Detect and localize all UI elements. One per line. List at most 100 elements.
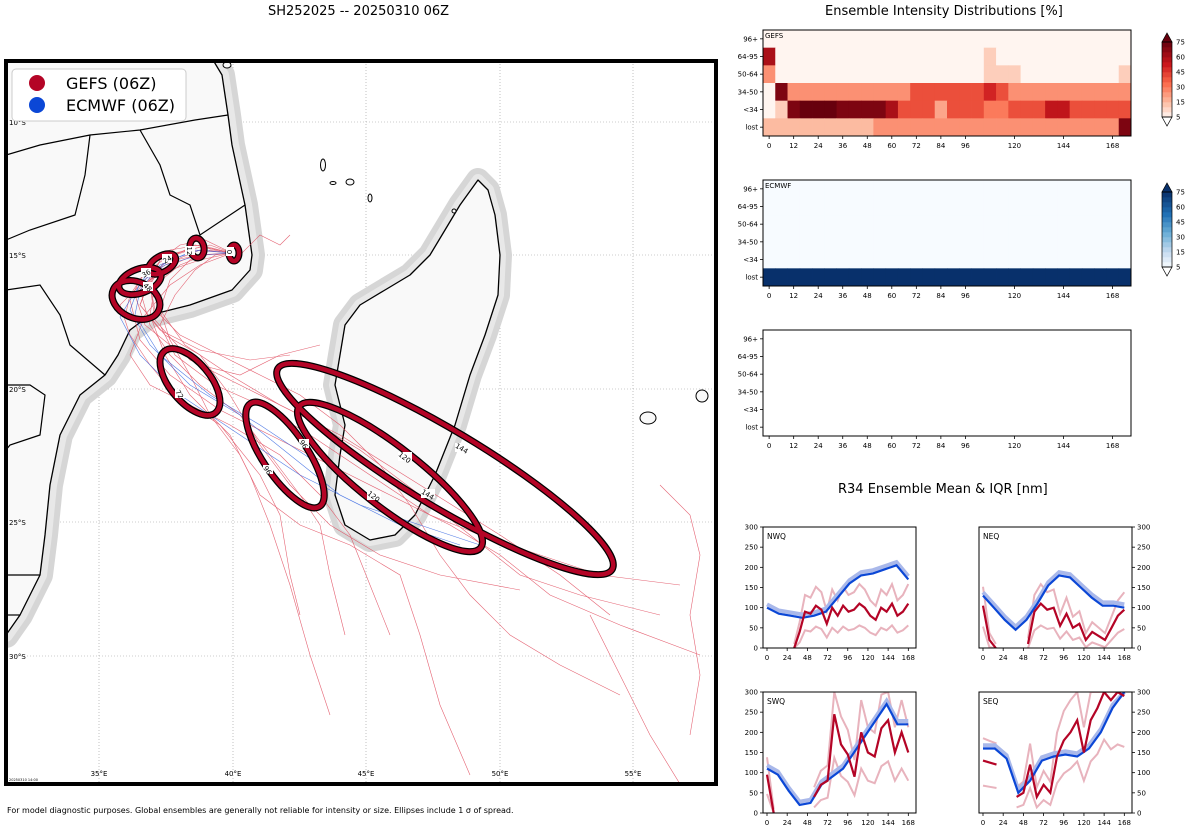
y-tick-label: 50 bbox=[749, 789, 758, 797]
heatmap-cell bbox=[799, 47, 813, 66]
heatmap-cell bbox=[910, 30, 923, 49]
heatmap-cell bbox=[1057, 30, 1071, 49]
small-islands bbox=[222, 61, 709, 425]
x-tick-label: 24 bbox=[783, 819, 792, 827]
heatmap-cell bbox=[996, 100, 1009, 119]
heatmap-cell bbox=[1057, 65, 1071, 84]
r34-panel-neq: NEQ 300 250 200 150 100 50 0 0 24 48 72 96 120 144 168 bbox=[978, 524, 1150, 662]
heatmap-cell bbox=[812, 83, 825, 102]
heatmap-frame bbox=[762, 329, 1132, 437]
colorbar-segment bbox=[1162, 102, 1172, 108]
heatmap-cell bbox=[824, 197, 837, 216]
heatmap-cell bbox=[922, 233, 936, 252]
heatmap-cell bbox=[824, 83, 837, 102]
heatmap-cell bbox=[848, 180, 862, 199]
x-tick-label: 24 bbox=[783, 654, 792, 662]
heatmap-cell bbox=[836, 65, 850, 84]
ecmwf-mean-line bbox=[983, 692, 1126, 795]
heatmap-cell bbox=[947, 65, 960, 84]
heatmap-cell bbox=[848, 233, 862, 252]
colorbar-tick-label: 75 bbox=[1176, 39, 1185, 47]
heatmap-cell bbox=[885, 268, 899, 287]
heatmap-cell bbox=[1081, 180, 1095, 199]
heatmap-cell bbox=[787, 83, 801, 102]
heatmap-cell bbox=[1032, 47, 1046, 66]
x-tick-label: 168 bbox=[1106, 292, 1119, 300]
heatmap-cell bbox=[922, 47, 936, 66]
heatmap-cell bbox=[1045, 83, 1058, 102]
heatmap-cell bbox=[763, 180, 776, 199]
y-tick-label: 300 bbox=[1137, 689, 1150, 697]
y-tick-label: 100 bbox=[1137, 769, 1150, 777]
ellipse-label: 24 bbox=[162, 254, 174, 266]
ecmwf-mean-line bbox=[766, 701, 909, 807]
heatmap-cell bbox=[1094, 47, 1107, 66]
colorbar-tick-label: 30 bbox=[1176, 234, 1185, 242]
ecmwf-iqr-band bbox=[981, 570, 1125, 630]
heatmap-cell bbox=[897, 215, 911, 234]
heatmap-cell bbox=[1020, 215, 1034, 234]
heatmap-cell bbox=[775, 197, 788, 216]
heatmap-cell bbox=[812, 65, 825, 84]
heatmap-cell bbox=[775, 180, 788, 199]
heatmap-cell bbox=[848, 215, 862, 234]
heatmap-cell bbox=[1094, 197, 1107, 216]
panel-series bbox=[765, 692, 910, 813]
heatmap-cell bbox=[1069, 233, 1083, 252]
heatmap-cell bbox=[787, 250, 801, 269]
heatmap-cell bbox=[763, 65, 776, 84]
heatmap-cell bbox=[763, 233, 776, 252]
heatmap-cell bbox=[848, 65, 862, 84]
heatmap-cell bbox=[947, 268, 960, 287]
heatmap-cell bbox=[1094, 250, 1107, 269]
heatmap-cell bbox=[934, 65, 948, 84]
heatmap-cell bbox=[983, 215, 997, 234]
heatmap-cell bbox=[971, 215, 985, 234]
x-tick-label: 24 bbox=[814, 292, 823, 300]
heatmap-cell bbox=[1094, 118, 1107, 137]
heatmap-cell bbox=[1045, 118, 1058, 137]
row-label: <34 bbox=[743, 106, 758, 114]
heatmap-cell bbox=[787, 215, 801, 234]
x-tick-label: 120 bbox=[1077, 819, 1090, 827]
heatmap-cell bbox=[799, 268, 813, 287]
heatmap-cell bbox=[763, 100, 776, 119]
heatmap-cell bbox=[1118, 47, 1132, 66]
heatmap-cell bbox=[1106, 47, 1120, 66]
heatmap-cell bbox=[799, 65, 813, 84]
colorbar-segment bbox=[1162, 82, 1172, 88]
heatmap-cell bbox=[1008, 100, 1021, 119]
legend-ecmwf-marker bbox=[29, 97, 45, 113]
heatmap-cell bbox=[1045, 215, 1058, 234]
heatmap-cell bbox=[1069, 197, 1083, 216]
heatmap-cell bbox=[1081, 100, 1095, 119]
heatmap-cell bbox=[812, 250, 825, 269]
colorbar-segment bbox=[1162, 57, 1172, 63]
heatmap-cell bbox=[824, 268, 837, 287]
y-tick-label: 200 bbox=[1137, 729, 1150, 737]
heatmap-cell bbox=[885, 197, 899, 216]
lon-label: 55°E bbox=[625, 770, 642, 778]
madagascar-landmass bbox=[323, 168, 512, 552]
x-tick-label: 96 bbox=[1059, 654, 1068, 662]
heatmap-cell bbox=[861, 250, 874, 269]
y-tick-label: 100 bbox=[745, 769, 758, 777]
heatmap-cell bbox=[983, 47, 997, 66]
heatmap-cell bbox=[799, 30, 813, 49]
heatmap-cell bbox=[996, 268, 1009, 287]
heatmap-cell bbox=[848, 100, 862, 119]
heatmap-cell bbox=[885, 83, 899, 102]
heatmap-cell bbox=[1069, 268, 1083, 287]
heatmap-cell bbox=[983, 268, 997, 287]
ellipse-label: 0 bbox=[225, 250, 233, 254]
heatmap-cell bbox=[934, 180, 948, 199]
heatmap-cell bbox=[971, 47, 985, 66]
heatmap-cell bbox=[1032, 118, 1046, 137]
heatmap-cell bbox=[959, 118, 972, 137]
x-tick-label: 48 bbox=[803, 819, 812, 827]
track-map[interactable]: 0 12 24 36 48 72 96 96 120 120 144 144 1… bbox=[0, 55, 722, 790]
colorbar-segment bbox=[1162, 87, 1172, 93]
gefs-iqr-lower bbox=[982, 624, 1125, 648]
heatmap-cell bbox=[848, 83, 862, 102]
heatmap-cell bbox=[861, 268, 874, 287]
